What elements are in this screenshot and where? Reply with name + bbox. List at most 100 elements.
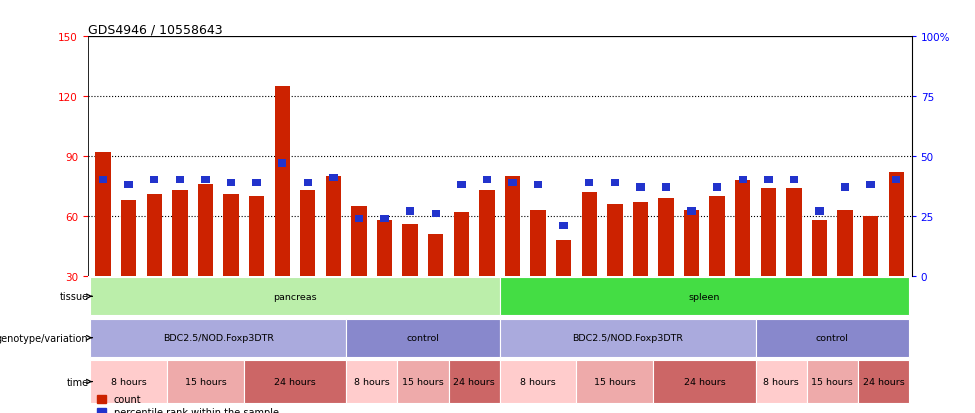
Text: 8 hours: 8 hours [763,377,799,386]
Text: BDC2.5/NOD.Foxp3DTR: BDC2.5/NOD.Foxp3DTR [572,333,683,342]
Bar [840,184,849,191]
Bar [403,224,418,276]
Text: genotype/variation: genotype/variation [0,333,89,343]
Bar [637,184,644,191]
Text: 8 hours: 8 hours [521,377,556,386]
Bar [534,182,542,189]
Bar [346,361,398,403]
Bar [176,177,184,184]
Bar [812,220,827,276]
Bar [380,215,389,222]
Bar [351,206,367,276]
Bar [227,179,235,186]
Bar [432,210,440,217]
Bar [253,179,261,186]
Bar [610,179,619,186]
Bar [756,319,909,357]
Bar [710,196,724,276]
Bar [150,177,159,184]
Bar [167,361,244,403]
Bar [662,184,670,191]
Bar [738,177,747,184]
Bar [764,177,772,184]
Bar [377,220,392,276]
Bar [278,160,287,167]
Bar [756,361,806,403]
Bar [735,180,751,276]
Bar [581,192,597,276]
Text: control: control [407,333,440,342]
Text: spleen: spleen [688,292,721,301]
Text: 15 hours: 15 hours [594,377,636,386]
Bar [713,184,722,191]
Text: 24 hours: 24 hours [863,377,905,386]
Bar [457,182,465,189]
Bar [683,210,699,276]
Bar [499,319,756,357]
Bar [173,190,187,276]
Bar [223,194,239,276]
Bar [125,182,133,189]
Bar [355,215,363,222]
Bar [607,204,622,276]
Bar [556,240,571,276]
Text: 8 hours: 8 hours [111,377,146,386]
Text: 24 hours: 24 hours [274,377,316,386]
Text: tissue: tissue [59,292,89,301]
Bar [892,177,901,184]
Bar [760,188,776,276]
Text: control: control [816,333,849,342]
Bar [576,361,653,403]
Bar [91,361,167,403]
Bar [505,176,520,276]
Bar [499,361,576,403]
Bar [585,179,594,186]
Bar [346,319,499,357]
Text: 24 hours: 24 hours [453,377,495,386]
Bar [453,212,469,276]
Bar [448,361,499,403]
Bar [244,361,346,403]
Bar [888,172,904,276]
Bar [300,190,316,276]
Text: pancreas: pancreas [273,292,317,301]
Bar [275,87,290,276]
Bar [499,278,909,316]
Bar [96,152,111,276]
Text: 24 hours: 24 hours [683,377,725,386]
Bar [560,222,567,229]
Bar [146,194,162,276]
Bar [91,319,346,357]
Bar [480,190,494,276]
Bar [815,208,824,215]
Bar [867,182,875,189]
Bar [303,179,312,186]
Bar [530,210,546,276]
Text: BDC2.5/NOD.Foxp3DTR: BDC2.5/NOD.Foxp3DTR [163,333,274,342]
Text: GDS4946 / 10558643: GDS4946 / 10558643 [88,23,222,36]
Text: 15 hours: 15 hours [402,377,444,386]
Bar [658,198,674,276]
Bar [326,176,341,276]
Bar [428,234,444,276]
Bar [398,361,448,403]
Text: 8 hours: 8 hours [354,377,390,386]
Bar [633,202,648,276]
Bar [806,361,858,403]
Bar [98,177,107,184]
Bar [483,177,491,184]
Bar [121,200,137,276]
Legend: count, percentile rank within the sample: count, percentile rank within the sample [93,390,283,413]
Bar [653,361,756,403]
Bar [687,208,696,215]
Bar [786,188,801,276]
Bar [508,179,517,186]
Text: time: time [66,377,89,387]
Bar [249,196,264,276]
Bar [201,177,210,184]
Text: 15 hours: 15 hours [184,377,226,386]
Bar [330,174,337,182]
Bar [838,210,853,276]
Text: 15 hours: 15 hours [811,377,853,386]
Bar [858,361,909,403]
